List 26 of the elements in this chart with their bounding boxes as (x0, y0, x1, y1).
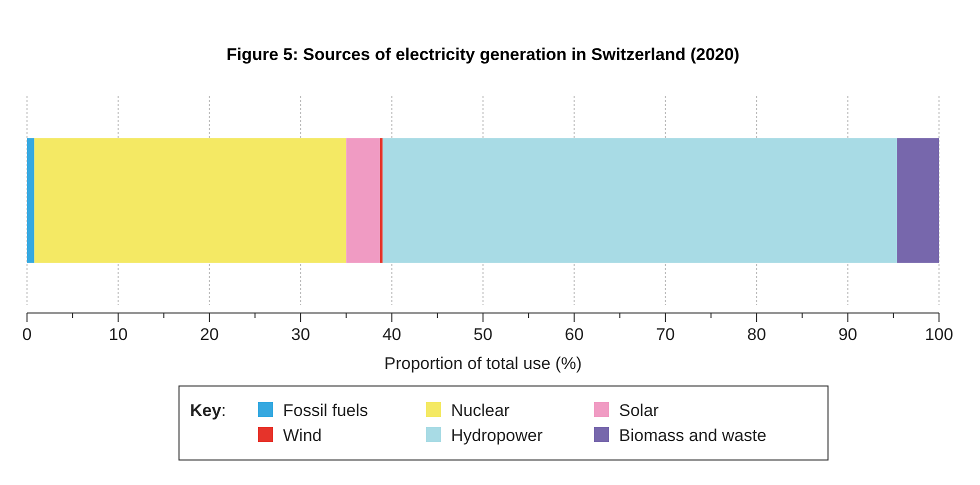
legend-label: Wind (283, 426, 322, 445)
legend-title: Key: (190, 401, 226, 420)
x-tick-label: 100 (924, 325, 954, 344)
x-tick-label: 50 (474, 325, 492, 344)
bar (897, 138, 939, 263)
legend-label: Fossil fuels (283, 401, 368, 420)
legend-label: Biomass and waste (619, 426, 766, 445)
bar (27, 138, 34, 263)
x-tick-label: 40 (382, 325, 402, 344)
x-tick-label: 90 (838, 325, 858, 344)
x-tick-label: 20 (200, 325, 219, 344)
bar (382, 138, 898, 263)
x-tick-label: 30 (291, 325, 310, 344)
x-tick-label: 80 (747, 325, 766, 344)
chart-title: Figure 5: Sources of electricity generation in Switzerland (2020) (226, 45, 740, 64)
legend-label: Nuclear (451, 401, 510, 420)
x-tick-label: 0 (22, 325, 32, 344)
legend-label: Hydropower (451, 426, 543, 445)
bar (34, 138, 346, 263)
x-tick-label: 10 (108, 325, 128, 344)
x-tick-label: 60 (564, 325, 584, 344)
x-tick-label: 70 (656, 325, 675, 344)
legend-label: Solar (619, 401, 660, 420)
bar (380, 138, 383, 263)
bar (346, 138, 380, 263)
x-axis-title: Proportion of total use (%) (384, 354, 582, 373)
